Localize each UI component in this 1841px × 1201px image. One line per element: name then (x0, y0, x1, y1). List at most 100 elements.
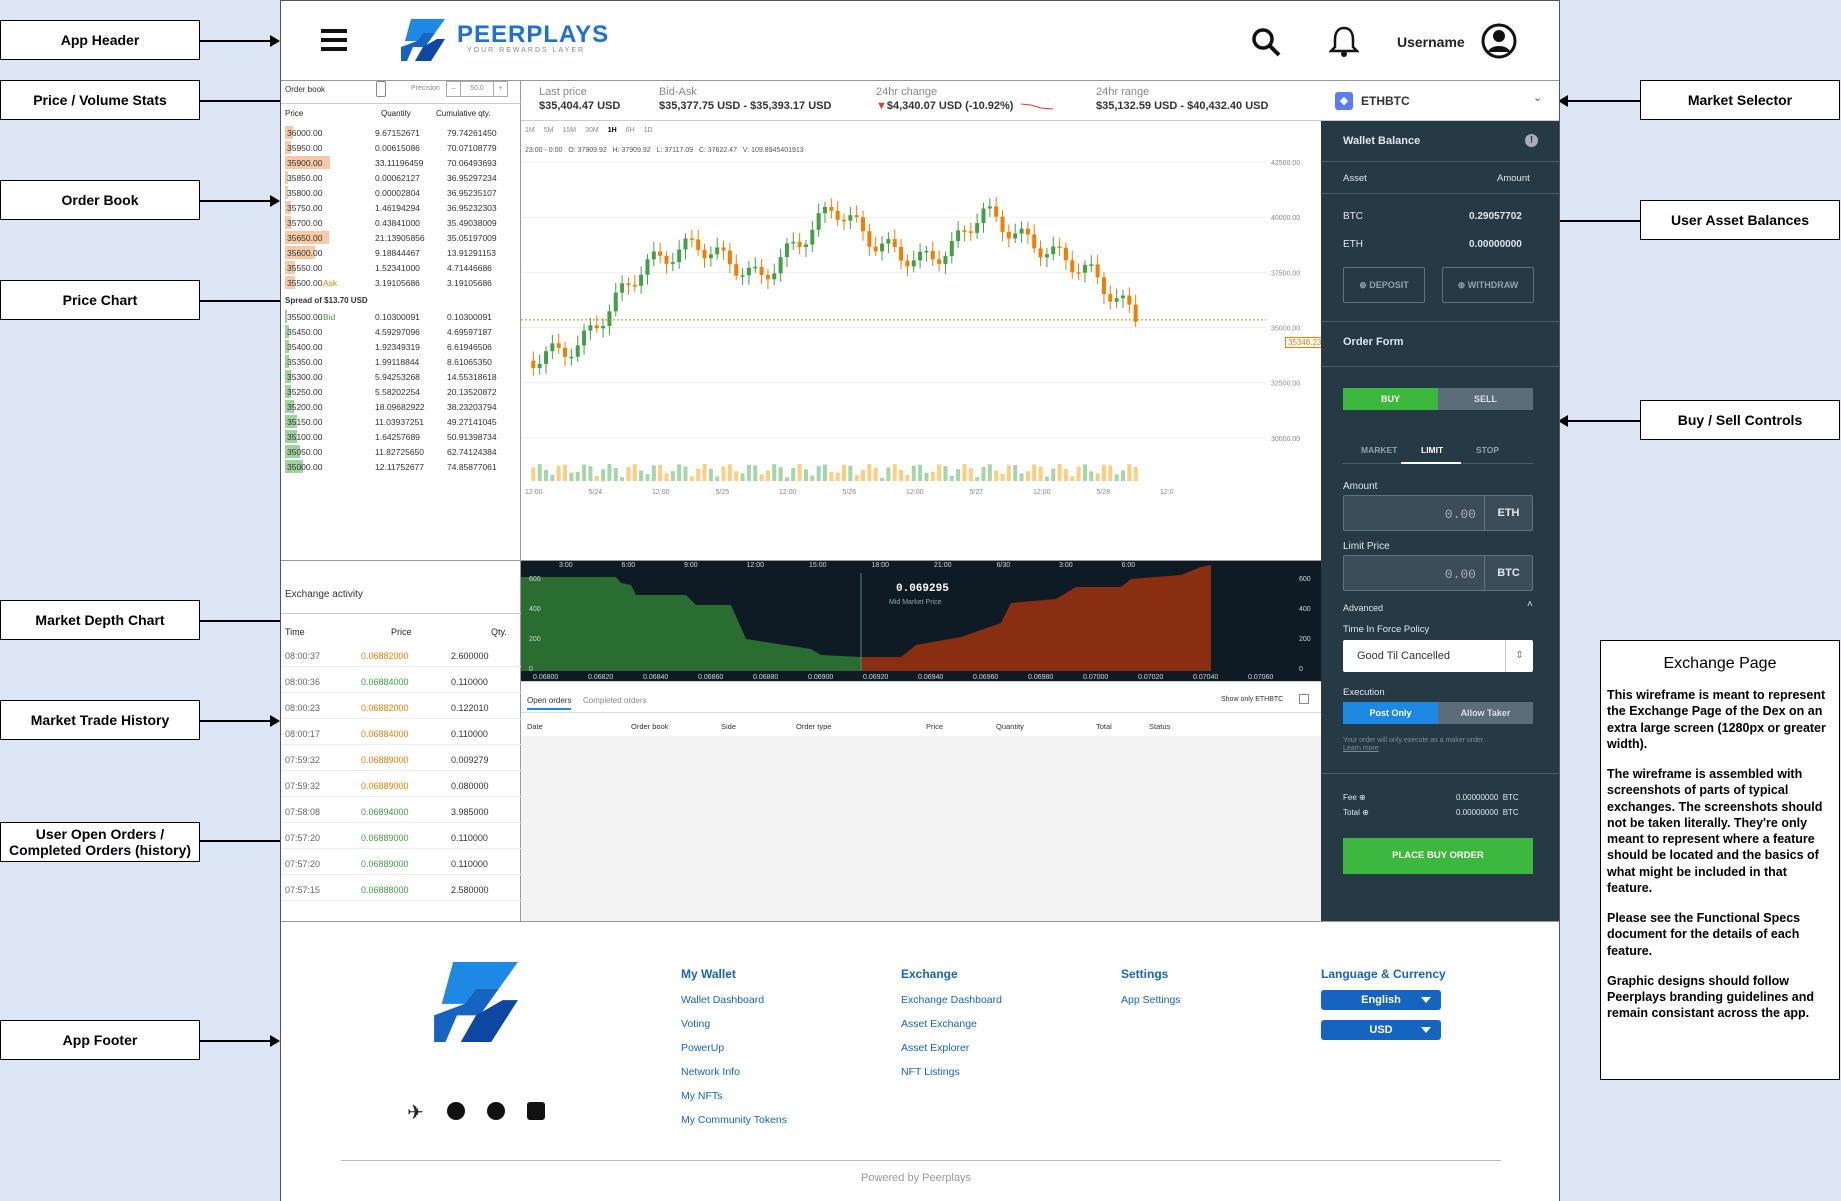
depth-bar (285, 445, 300, 458)
allow-taker-button[interactable]: Allow Taker (1438, 702, 1533, 724)
order-book-ask-row[interactable]: 35750.00 1.46194294 36.95232303 (281, 199, 521, 217)
order-book-ask-row[interactable]: 35700.00 0.43841000 35.49038009 (281, 214, 521, 232)
limit-price-input[interactable]: 0.00 BTC (1343, 555, 1533, 591)
candlestick-chart[interactable]: 42500.00 40000.00 37500.00 35000.00 32500.00… (521, 151, 1321, 561)
order-book-bid-row[interactable]: 35200.00 18.09682922 38.23203794 (281, 398, 521, 416)
order-book-bid-row[interactable]: 35450.00 4.59297096 4.69597187 (281, 323, 521, 341)
volume-bar (632, 464, 637, 481)
show-only-checkbox[interactable] (1299, 694, 1309, 704)
orders-col-header[interactable]: Price (926, 722, 944, 731)
market-selector[interactable]: ◆ ETHBTC ⌄ (1321, 81, 1559, 121)
interval-1d[interactable]: 1D (643, 127, 653, 134)
order-book-bid-row[interactable]: 35050.00 11.82725650 62.74124384 (281, 443, 521, 461)
footer-link[interactable]: App Settings (1121, 994, 1181, 1006)
order-book-bid-row[interactable]: 35500.00 0.10300091 0.10300091 Bid (281, 308, 521, 326)
interval-1h[interactable]: 1H (607, 127, 617, 134)
candle-body (943, 256, 948, 264)
order-book-ask-row[interactable]: 35900.00 33.11196459 70.06493693 (281, 154, 521, 172)
order-book-ask-row[interactable]: 35800.00 0.00002804 36.95235107 (281, 184, 521, 202)
reddit-icon[interactable] (447, 1102, 465, 1120)
order-book-bid-row[interactable]: 35300.00 5.94253268 14.55318618 (281, 368, 521, 386)
interval-6h[interactable]: 6H (625, 127, 635, 134)
tif-select[interactable]: Good Til Cancelled ⇕ (1343, 640, 1533, 672)
candle-body (620, 283, 625, 293)
telegram-icon[interactable]: ✈ (407, 1102, 424, 1124)
trade-qty: 2.600000 (451, 651, 489, 661)
menu-icon[interactable] (321, 29, 347, 51)
orders-col-header[interactable]: Status (1149, 722, 1171, 731)
currency-select[interactable]: USD (1321, 1020, 1441, 1040)
username-label[interactable]: Username (1397, 34, 1465, 50)
candle-body (1114, 298, 1119, 302)
tab-limit[interactable]: LIMIT (1421, 445, 1444, 455)
orders-col-header[interactable]: Date (527, 722, 543, 731)
footer-link[interactable]: NFT Listings (901, 1066, 960, 1078)
interval-1m[interactable]: 1M (525, 127, 535, 134)
orders-col-header[interactable]: Total (1096, 722, 1112, 731)
tab-open-orders[interactable]: Open orders (527, 696, 572, 710)
interval-15m[interactable]: 15M (562, 127, 577, 134)
order-book-bid-row[interactable]: 35150.00 11.03937251 49.27141045 (281, 413, 521, 431)
info-icon[interactable]: ! (1525, 134, 1538, 147)
learn-more-link[interactable]: Learn more (1343, 745, 1379, 752)
deposit-button[interactable]: ⊕ DEPOSIT (1343, 267, 1425, 303)
trade-price: 0.06882000 (361, 703, 409, 713)
tab-stop[interactable]: STOP (1476, 445, 1499, 455)
order-book-ask-row[interactable]: 35650.00 21.13905856 35.05197009 (281, 229, 521, 247)
tab-market[interactable]: MARKET (1361, 445, 1398, 455)
interval-30m[interactable]: 30M (585, 127, 599, 134)
footer-link[interactable]: My NFTs (681, 1090, 723, 1102)
fee-label: Fee ⊕ (1343, 793, 1366, 802)
footer-link[interactable]: Voting (681, 1018, 711, 1030)
footer-link[interactable]: Wallet Dashboard (681, 994, 765, 1006)
search-icon[interactable] (1251, 27, 1281, 57)
buy-button[interactable]: BUY (1343, 388, 1438, 410)
trash-icon[interactable] (376, 81, 386, 97)
orders-col-header[interactable]: Quantity (996, 722, 1024, 731)
orders-col-header[interactable]: Order type (796, 722, 832, 731)
order-book-bid-row[interactable]: 35250.00 5.58202254 20.13520872 (281, 383, 521, 401)
volume-bar (797, 464, 802, 481)
order-book-ask-row[interactable]: 35550.00 1.52341000 4.71446686 (281, 259, 521, 277)
footer-link[interactable]: PowerUp (681, 1042, 725, 1054)
twitter-icon[interactable] (527, 1102, 545, 1120)
annotation-price-volume: Price / Volume Stats (0, 80, 200, 120)
order-book-bid-row[interactable]: 35400.00 1.92349319 6.61946506 (281, 338, 521, 356)
user-avatar-icon[interactable] (1481, 23, 1517, 59)
place-buy-order-button[interactable]: PLACE BUY ORDER (1343, 838, 1533, 874)
order-book-cell: 35250.00 (287, 387, 323, 397)
precision-stepper[interactable]: –50.0 + (446, 81, 508, 97)
footer-link[interactable]: My Community Tokens (681, 1114, 788, 1126)
sell-button[interactable]: SELL (1438, 388, 1533, 410)
order-book-bid-row[interactable]: 35100.00 1.64257689 50.91398734 (281, 428, 521, 446)
order-book-ask-row[interactable]: 35600.00 9.18844467 13.91291153 (281, 244, 521, 262)
volume-bar (651, 465, 656, 481)
order-book-ask-row[interactable]: 35850.00 0.00062127 36.95297234 (281, 169, 521, 187)
footer-link[interactable]: Asset Explorer (901, 1042, 970, 1054)
order-book-bid-row[interactable]: 35350.00 1.99118844 8.61065350 (281, 353, 521, 371)
trade-price: 0.06889000 (361, 833, 409, 843)
advanced-toggle[interactable]: Advanced (1343, 603, 1384, 613)
post-only-button[interactable]: Post Only (1343, 702, 1438, 724)
chevron-up-icon[interactable]: ˄ (1527, 599, 1533, 610)
order-book-bid-row[interactable]: 35000.00 12.11752677 74.85877061 (281, 458, 521, 476)
orders-col-header[interactable]: Side (721, 722, 737, 731)
footer-link[interactable]: Network Info (681, 1066, 740, 1078)
withdraw-button[interactable]: ⊕ WITHDRAW (1442, 267, 1534, 303)
order-book-ask-row[interactable]: 36000.00 9.67152671 79.74261450 (281, 124, 521, 142)
order-book-ask-row[interactable]: 35950.00 0.00615086 70.07108779 (281, 139, 521, 157)
footer-link[interactable]: Exchange Dashboard (901, 994, 1002, 1006)
language-select[interactable]: English (1321, 990, 1441, 1010)
market-depth-chart[interactable]: 3:00 6:00 9:00 12:00 15:00 18:00 21:00 6/30 3:00… (521, 561, 1321, 681)
tab-completed-orders[interactable]: Completed orders (583, 696, 647, 705)
volume-bar (759, 474, 764, 481)
app-footer: ✈ My Wallet Exchange Settings Language &… (281, 921, 1559, 1201)
interval-5m[interactable]: 5M (543, 127, 554, 134)
bell-icon[interactable] (1329, 25, 1359, 57)
footer-link[interactable]: Asset Exchange (901, 1018, 977, 1030)
deposit-label: DEPOSIT (1369, 280, 1409, 290)
github-icon[interactable] (487, 1102, 505, 1120)
amount-input[interactable]: 0.00 ETH (1343, 495, 1533, 531)
order-book-ask-row[interactable]: 35500.00 3.19105686 3.19105686 Ask (281, 274, 521, 292)
orders-col-header[interactable]: Order book (631, 722, 669, 731)
